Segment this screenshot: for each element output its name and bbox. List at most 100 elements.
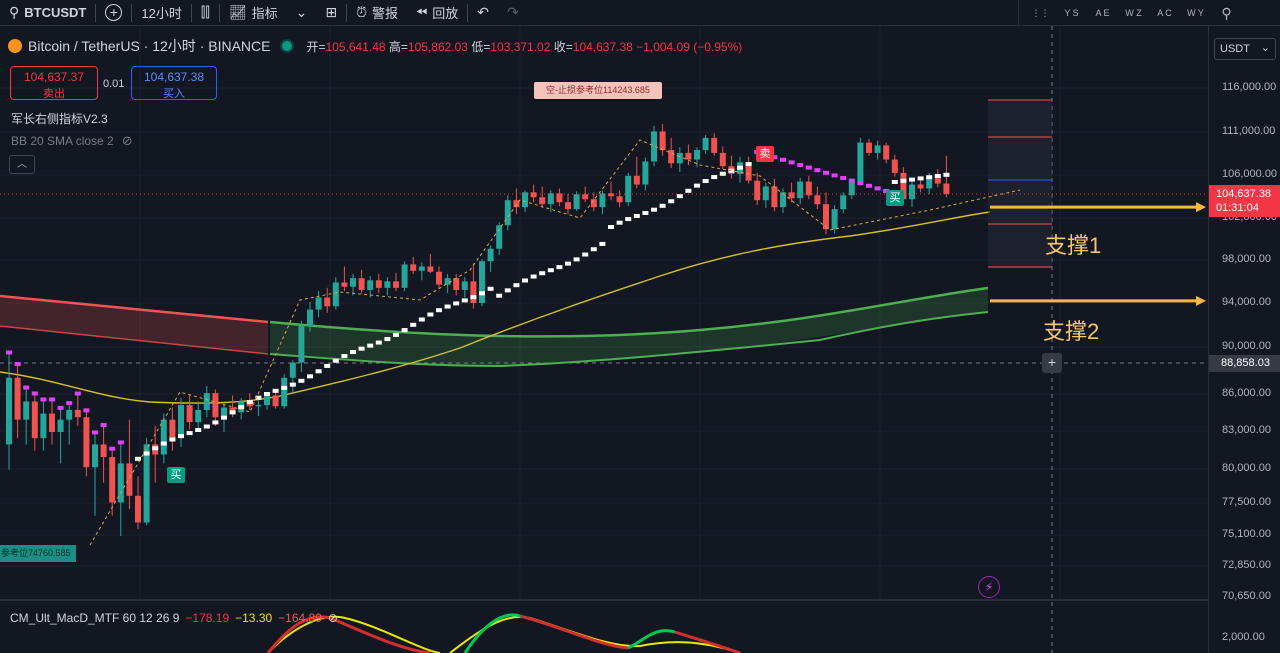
trail-dot xyxy=(891,180,898,184)
candle-body xyxy=(169,419,176,439)
trail-dot xyxy=(109,446,116,451)
pattern-wz-button[interactable]: W Z xyxy=(1125,8,1142,18)
candle-body xyxy=(427,266,434,272)
currency-selector[interactable]: USDT ⌄ xyxy=(1214,38,1276,60)
candle-body xyxy=(522,192,528,208)
candle-body xyxy=(307,309,313,327)
candles-icon: ⫿⫿ xyxy=(200,4,210,20)
macd-value-1: −178.19 xyxy=(185,611,230,625)
trail-dot xyxy=(685,188,692,193)
lightning-icon[interactable]: ⚡︎ xyxy=(978,576,1000,598)
trail-dot xyxy=(926,175,933,180)
candle-body xyxy=(616,196,623,203)
candle-body xyxy=(823,204,829,230)
interval-button[interactable]: 12小时 xyxy=(132,0,190,26)
indicator-dropdown[interactable]: ⌄ xyxy=(287,0,317,26)
collapse-legend-button[interactable]: ︿ xyxy=(9,155,35,174)
trail-dot xyxy=(169,437,176,442)
trail-dot xyxy=(203,424,210,429)
bb-lower-green xyxy=(269,311,989,368)
divider xyxy=(346,3,348,22)
stop-loss-tag: 空-止损参考位114243.685 xyxy=(534,82,662,99)
indicators-button[interactable]: 📈︎ 指标 xyxy=(220,0,287,26)
trail-dot xyxy=(298,378,305,383)
trail-dot xyxy=(539,271,546,276)
trail-dot xyxy=(264,391,270,396)
sell-button[interactable]: 104,637.37 卖出 xyxy=(10,66,98,100)
undo-button[interactable]: ↶ xyxy=(468,0,498,26)
indicators-label: 指标 xyxy=(251,6,278,21)
macd-legend[interactable]: CM_Ult_MacD_MTF 60 12 26 9 −178.19 −13.3… xyxy=(10,611,338,625)
layouts-button[interactable]: ⊞ xyxy=(316,0,346,26)
price-tick-label: 94,000.00 xyxy=(1222,296,1271,308)
candle-body xyxy=(608,193,614,197)
trail-dot xyxy=(470,295,477,300)
trail-dot xyxy=(874,186,881,191)
trail-dot xyxy=(436,308,442,313)
trail-dot xyxy=(152,446,159,451)
grid-icon: ⊞ xyxy=(325,4,338,20)
support-arrow-head xyxy=(1196,295,1206,306)
add-crosshair-button[interactable]: + xyxy=(1042,353,1062,373)
location-pin-icon[interactable]: ⚲ xyxy=(1221,4,1232,21)
redo-icon: ↷ xyxy=(506,4,519,20)
candle-body xyxy=(694,150,700,160)
price-axis[interactable] xyxy=(1208,26,1280,653)
candle-body xyxy=(49,413,55,432)
candle-body xyxy=(771,186,778,208)
trail-dot xyxy=(341,354,348,359)
redo-button[interactable]: ↷ xyxy=(498,0,528,26)
candle-body xyxy=(565,202,571,210)
trail-dot xyxy=(642,210,649,215)
bollinger-band xyxy=(0,286,989,368)
price-tick-label: 116,000.00 xyxy=(1222,81,1277,93)
alerts-label: 警报 xyxy=(372,6,399,21)
pattern-wy-button[interactable]: W Y xyxy=(1187,8,1204,18)
candle-body xyxy=(401,264,408,288)
trail-dot xyxy=(805,165,812,170)
candle-body xyxy=(590,199,597,208)
chart-overlays xyxy=(0,99,1208,546)
divider xyxy=(467,3,469,22)
candle-body xyxy=(900,172,907,200)
close-value: 104,637.38 xyxy=(572,39,633,54)
alerts-button[interactable]: ⏰︎ 警报 xyxy=(347,0,407,26)
replay-button[interactable]: ⏪︎ 回放 xyxy=(407,0,467,26)
trail-dot xyxy=(401,328,408,333)
position-zone xyxy=(988,100,1052,268)
buy-button[interactable]: 104,637.38 买入 xyxy=(131,66,217,100)
close-label: 收= xyxy=(553,39,573,54)
trail-dot xyxy=(444,304,451,309)
pattern-ac-button[interactable]: A C xyxy=(1157,8,1172,18)
eye-hidden-icon[interactable]: ⊘ xyxy=(121,133,133,148)
price-tick-label: 80,000.00 xyxy=(1222,462,1271,474)
candle-body xyxy=(685,152,692,160)
candle-body xyxy=(814,195,821,205)
candle-body xyxy=(840,195,847,210)
pattern-ys-button[interactable]: Y S xyxy=(1064,8,1079,18)
trail-dot xyxy=(332,358,339,363)
price-chart[interactable] xyxy=(0,26,1208,653)
drag-handle-icon[interactable]: ⋮⋮ xyxy=(1031,7,1050,18)
candle-body xyxy=(341,282,348,287)
sell-label: 卖出 xyxy=(43,88,65,100)
trail-dot xyxy=(255,395,262,400)
candle-body xyxy=(358,278,365,290)
chart-type-button[interactable]: ⫿⫿ xyxy=(192,0,219,26)
candle-body xyxy=(212,393,219,418)
trail-dot xyxy=(40,397,47,402)
indicator-legend-2[interactable]: BB 20 SMA close 2 ⊘ xyxy=(11,133,133,149)
candle-body xyxy=(66,409,73,420)
symbol-search[interactable]: ⚲ BTCUSDT xyxy=(0,0,95,26)
candle-body xyxy=(917,184,924,189)
candle-body xyxy=(556,193,563,203)
compare-button[interactable]: + xyxy=(96,0,131,26)
indicator-legend-1[interactable]: 军长右侧指标V2.3 xyxy=(11,112,108,126)
macd-hidden-icon[interactable]: ⊘ xyxy=(327,611,338,625)
candle-body xyxy=(203,393,210,410)
divider xyxy=(218,3,220,22)
trail-dot xyxy=(324,363,331,368)
candle-body xyxy=(23,401,30,420)
pattern-ae-button[interactable]: A E xyxy=(1095,8,1110,18)
trail-dot xyxy=(135,456,141,461)
